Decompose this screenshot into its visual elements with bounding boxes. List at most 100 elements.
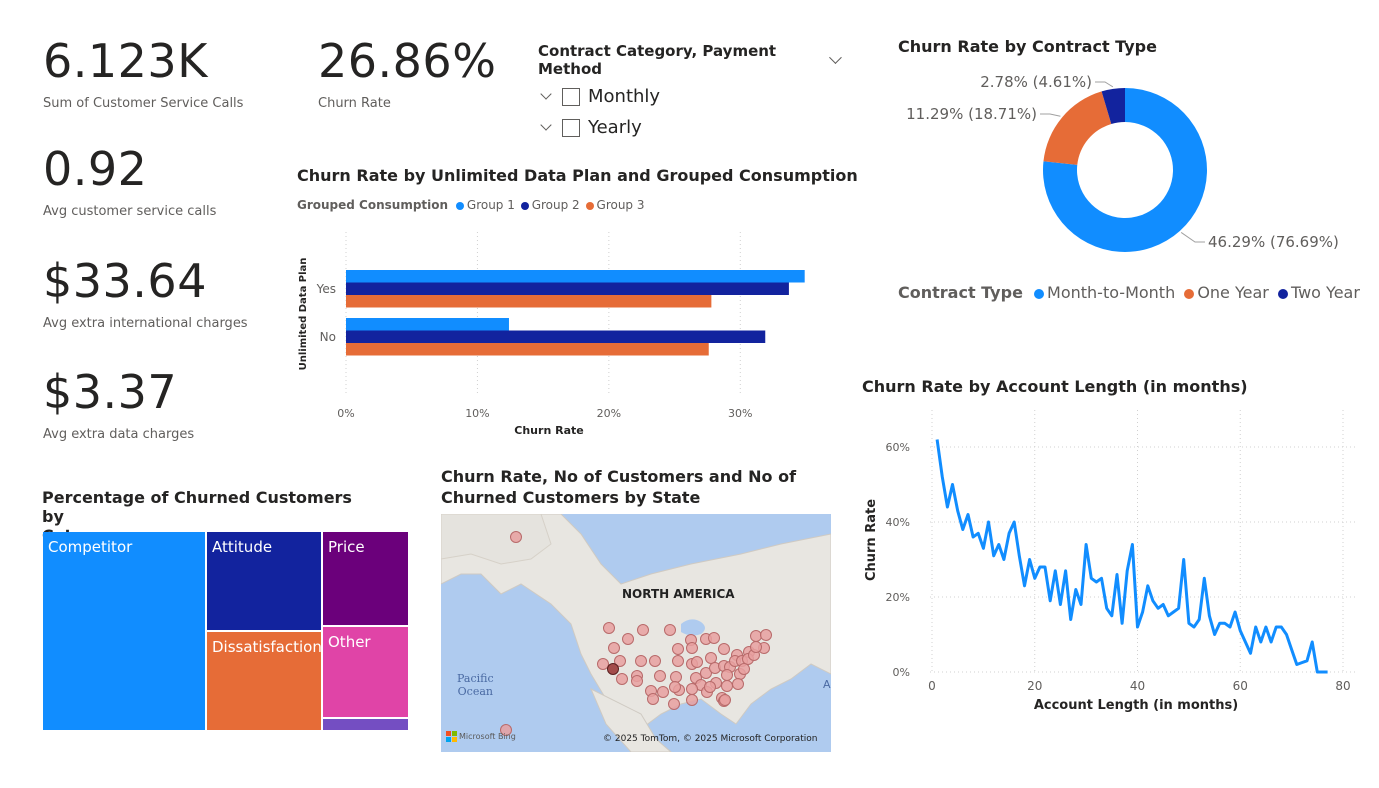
kpi-card-avg-service-calls: 0.92 Avg customer service calls	[43, 146, 216, 219]
kpi-card-churn-rate: 26.86% Churn Rate	[318, 38, 496, 111]
bar-y-axis-label: Unlimited Data Plan	[298, 258, 309, 371]
state-bubble	[732, 678, 744, 690]
line-x-tick-label: 80	[1335, 679, 1350, 693]
line-y-tick-label: 0%	[893, 666, 910, 679]
bar-group-3-no	[346, 343, 709, 356]
state-bubble	[603, 622, 615, 634]
state-bubble	[705, 652, 717, 664]
map-view[interactable]: NORTH AMERICA Pacific Ocean A Microsoft …	[441, 514, 831, 752]
treemap-cell-other[interactable]: Other	[323, 627, 408, 717]
treemap-cell-small[interactable]	[323, 719, 408, 730]
treemap-cell-label: Price	[328, 538, 365, 556]
donut-title: Churn Rate by Contract Type	[898, 37, 1157, 56]
state-bubble	[718, 643, 730, 655]
slicer-title: Contract Category, Payment Method	[538, 42, 777, 78]
kpi-label: Sum of Customer Service Calls	[43, 96, 244, 111]
state-bubble	[750, 630, 762, 642]
kpi-card-avg-data-charges: $3.37 Avg extra data charges	[43, 369, 194, 442]
legend-title: Grouped Consumption	[297, 198, 449, 212]
slicer-item-label: Monthly	[588, 86, 661, 107]
donut-leader-line	[1040, 113, 1061, 117]
slicer-item-yearly[interactable]: Yearly	[540, 117, 848, 138]
state-bubble	[608, 642, 620, 654]
map-title-line: Churned Customers by State	[441, 488, 701, 507]
ocean-label-line: Pacific	[457, 672, 494, 685]
state-bubble	[631, 675, 643, 687]
continent-label: NORTH AMERICA	[622, 587, 735, 601]
bar-group-2-yes	[346, 282, 789, 295]
bar-x-tick-label: 0%	[337, 407, 354, 420]
legend-item[interactable]: Group 3	[585, 198, 645, 212]
state-bubble	[719, 694, 731, 706]
line-y-tick-label: 20%	[886, 591, 910, 604]
kpi-card-customer-service-calls: 6.123K Sum of Customer Service Calls	[43, 38, 243, 111]
state-bubble	[708, 632, 720, 644]
state-bubble	[686, 694, 698, 706]
bing-label: Microsoft Bing	[459, 732, 516, 741]
line-x-tick-label: 60	[1233, 679, 1248, 693]
map-landmass	[441, 514, 831, 730]
bar-group-1-no	[346, 318, 509, 331]
slicer-item-monthly[interactable]: Monthly	[540, 86, 848, 107]
state-bubble	[597, 658, 609, 670]
legend-item[interactable]: Group 1	[455, 198, 515, 212]
state-bubble	[500, 724, 512, 736]
state-bubble	[622, 633, 634, 645]
map-great-lakes	[681, 619, 705, 636]
treemap-cell-attitude[interactable]: Attitude	[207, 532, 321, 630]
checkbox[interactable]	[562, 118, 580, 137]
slicer-item-label: Yearly	[588, 117, 642, 138]
donut-slice-3	[1101, 88, 1125, 124]
kpi-value: $3.37	[43, 365, 178, 419]
kpi-label: Avg customer service calls	[43, 204, 217, 219]
chevron-down-icon[interactable]	[540, 118, 552, 131]
map-svg	[441, 514, 831, 752]
treemap-cell-dissatisfaction[interactable]: Dissatisfaction	[207, 632, 322, 730]
state-bubble	[649, 655, 661, 667]
state-bubble	[691, 656, 703, 668]
treemap-cell-label: Attitude	[212, 538, 273, 556]
bar-group-2-no	[346, 330, 766, 343]
legend-label: One Year	[1197, 283, 1269, 302]
microsoft-logo-icon	[446, 731, 457, 742]
legend-dot-icon	[455, 201, 464, 210]
treemap-cell-label: Other	[328, 633, 371, 651]
chevron-down-icon[interactable]	[540, 87, 552, 100]
legend-label: Group 1	[466, 198, 515, 212]
treemap-cell-competitor[interactable]: Competitor	[43, 532, 205, 730]
legend-item[interactable]: Month-to-Month	[1034, 283, 1175, 302]
legend-dot-icon	[585, 201, 594, 210]
line-y-tick-label: 40%	[886, 516, 910, 529]
donut-leader-line	[1095, 81, 1114, 88]
kpi-label: Avg extra data charges	[43, 427, 195, 442]
line-series-churn-rate	[935, 439, 1328, 674]
map-title: Churn Rate, No of Customers and No of Ch…	[441, 467, 831, 507]
line-x-tick-label: 40	[1130, 679, 1145, 693]
kpi-label: Churn Rate	[318, 96, 391, 111]
legend-label: Group 3	[596, 198, 645, 212]
legend-item[interactable]: Group 2	[520, 198, 580, 212]
state-bubble	[750, 641, 762, 653]
edge-label: A	[823, 678, 831, 691]
state-bubble	[686, 642, 698, 654]
legend-item[interactable]: One Year	[1184, 283, 1269, 302]
legend-dot-icon	[1277, 288, 1288, 299]
state-bubble	[704, 681, 716, 693]
bar-group-3-yes	[346, 295, 712, 308]
state-bubble	[686, 683, 698, 695]
state-bubble	[657, 686, 669, 698]
legend-label: Month-to-Month	[1047, 283, 1176, 302]
donut-legend: Contract Type Month-to-Month One Year Tw…	[898, 283, 1360, 302]
bar-group-1-yes	[346, 270, 805, 283]
line-chart: 0% 20% 40% 60% 0 20 40 60 80 Account Length (in m…	[864, 410, 1355, 713]
treemap-cell-price[interactable]: Price	[323, 532, 408, 625]
slicer-header[interactable]: Contract Category, Payment Method	[538, 42, 848, 78]
legend-item[interactable]: Two Year	[1277, 283, 1360, 302]
treemap-title-line: Percentage of Churned Customers by	[42, 488, 352, 526]
ocean-label: Pacific Ocean	[457, 672, 494, 698]
legend-label: Group 2	[531, 198, 580, 212]
line-x-tick-label: 0	[928, 679, 936, 693]
checkbox[interactable]	[562, 87, 580, 106]
state-bubble	[616, 673, 628, 685]
kpi-card-avg-intl-charges: $33.64 Avg extra international charges	[43, 258, 248, 331]
